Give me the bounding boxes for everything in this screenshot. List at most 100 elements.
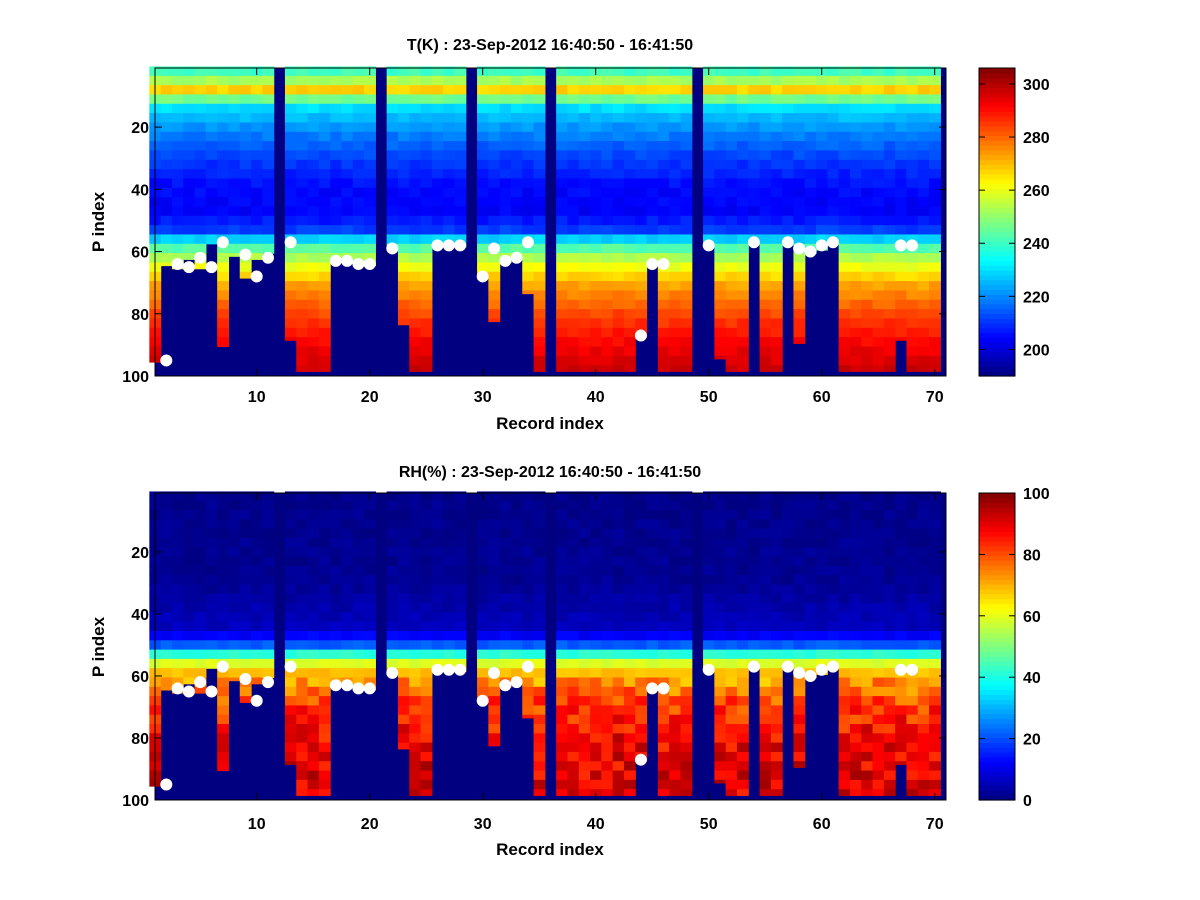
heatmap-cell [782,197,795,208]
heatmap-cell [680,640,693,651]
heatmap-cell [533,724,546,734]
heatmap-cell [296,528,309,539]
heatmap-cell [759,593,772,604]
heatmap-cell [883,584,896,595]
surface-marker [216,660,229,673]
heatmap-cell [917,761,930,772]
heatmap-cell [816,131,828,142]
colorbar-segment [979,183,1015,189]
heatmap-cell [895,253,908,264]
heatmap-cell [736,215,749,226]
heatmap-cell [556,510,569,520]
heatmap-cell [330,630,343,641]
heatmap-cell [849,262,862,273]
colorbar-segment [979,684,1015,691]
colorbar-segment [979,584,1015,590]
heatmap-cell [397,225,410,236]
x-tick-label: 70 [926,816,944,833]
heatmap-cell [917,705,930,716]
heatmap-cell [590,243,602,254]
heatmap-cell [703,556,715,567]
heatmap-cell [578,789,591,796]
heatmap-cell [895,761,908,765]
heatmap-cell [488,113,501,124]
heatmap-cell [284,290,297,301]
heatmap-cell [296,169,309,180]
heatmap-cell [341,519,354,530]
heatmap-cell [307,327,320,338]
heatmap-cell [228,677,241,682]
heatmap-cell [770,575,783,586]
heatmap-cell [431,122,444,133]
heatmap-cell [409,318,422,329]
heatmap-cell [217,668,230,679]
heatmap-cell [793,234,806,245]
heatmap-cell [623,66,636,77]
surface-marker [747,660,760,673]
heatmap-cell [827,215,840,226]
heatmap-cell [906,742,919,753]
heatmap-cell [228,565,241,576]
heatmap-cell [488,556,501,567]
heatmap-cell [578,770,591,781]
heatmap-cell [770,584,783,595]
heatmap-cell [431,159,444,170]
heatmap-cell [601,519,614,530]
heatmap-cell [736,724,749,734]
heatmap-cell [793,262,806,273]
heatmap-cell [872,243,885,254]
heatmap-cell [352,500,365,511]
heatmap-cell [217,640,230,651]
heatmap-cell [522,630,535,641]
heatmap-cell [872,66,885,77]
heatmap-cell [205,131,218,142]
heatmap-cell [917,131,930,142]
heatmap-cell [386,556,399,567]
heatmap-cell [929,724,941,734]
heatmap-cell [838,355,851,366]
heatmap-cell [635,178,648,189]
colorbar-segment [979,660,1015,667]
heatmap-cell [477,85,489,96]
heatmap-cell [703,150,715,161]
heatmap-cell [657,290,670,301]
colorbar-segment [979,77,1015,84]
heatmap-cell [601,603,614,613]
heatmap-cell [160,225,173,236]
heatmap-cell [217,696,230,707]
heatmap-cell [657,751,670,762]
heatmap-cell [703,215,715,226]
heatmap-cell [703,206,715,217]
heatmap-cell [680,253,693,264]
heatmap-cell [646,94,659,105]
heatmap-cell [759,705,772,716]
heatmap-cell [341,206,354,217]
heatmap-cell [714,547,727,558]
heatmap-cell [454,66,467,77]
heatmap-cell [352,621,365,632]
heatmap-cell [364,75,376,86]
heatmap-cell [646,565,659,576]
heatmap-cell [646,510,659,520]
heatmap-cell [861,337,874,348]
heatmap-cell [635,491,648,502]
heatmap-cell [522,565,535,576]
heatmap-cell [533,789,546,796]
heatmap-cell [443,113,456,124]
heatmap-cell [194,215,207,226]
heatmap-cell [307,178,320,189]
heatmap-cell [556,159,569,170]
heatmap-cell [782,528,795,539]
heatmap-cell [838,519,851,530]
heatmap-cell [895,113,908,124]
heatmap-cell [917,575,930,586]
heatmap-cell [770,621,783,632]
surface-marker [386,242,399,255]
heatmap-cell [872,612,885,623]
surface-marker [634,329,647,342]
heatmap-cell [307,510,320,520]
heatmap-cell [635,668,648,679]
heatmap-cell [623,197,636,208]
heatmap-cell [623,346,636,357]
heatmap-cell [307,612,320,623]
